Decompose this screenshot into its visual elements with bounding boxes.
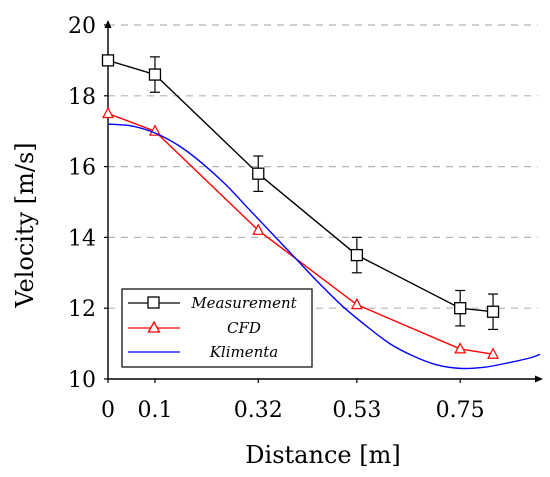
data-point-measurement [486, 305, 500, 318]
y-tick-label: 18 [68, 85, 96, 110]
series-group [101, 54, 541, 370]
legend-marker-measurement [147, 296, 160, 309]
x-tick-label: 0.1 [137, 398, 172, 423]
y-tick-label: 14 [68, 226, 96, 251]
data-point-cfd [102, 106, 114, 119]
y-tick-label: 12 [68, 297, 96, 322]
series-cfd [102, 106, 500, 359]
data-point-cfd [148, 124, 161, 136]
data-point-measurement [101, 54, 115, 67]
x-tick-label: 0.53 [332, 398, 381, 423]
data-point-measurement [252, 167, 265, 180]
y-tick-label: 10 [68, 368, 96, 393]
series-measurement [101, 54, 500, 331]
x-tick-label: 0.32 [234, 398, 283, 423]
x-axis-label: Distance [m] [245, 441, 400, 469]
series-line-klimenta [107, 123, 541, 370]
y-tick-label: 16 [68, 156, 96, 181]
legend: Measurement CFD Klimenta [121, 288, 313, 368]
data-point-cfd [350, 297, 363, 310]
data-point-measurement [454, 302, 467, 315]
y-axis-arrow [104, 20, 112, 28]
x-tick-label: 0.75 [436, 398, 485, 423]
grid-lines [108, 24, 538, 309]
x-tick-label: 0 [101, 398, 115, 423]
series-klimenta [107, 123, 541, 370]
legend-label-klimenta: Klimenta [209, 343, 279, 361]
y-tick-label: 20 [68, 14, 96, 39]
legend-label-measurement: Measurement [190, 294, 297, 312]
data-point-cfd [252, 223, 265, 235]
y-axis-label: Velocity [m/s] [11, 142, 39, 308]
series-line-cfd [107, 112, 494, 355]
tick-labels: 10 12 14 16 18 20 0 0.1 0.32 0.53 0.75 [68, 14, 485, 423]
data-point-measurement [148, 68, 162, 81]
x-axis-arrow [535, 375, 543, 383]
axes [104, 20, 543, 383]
data-point-cfd [454, 342, 467, 354]
series-line-measurement [107, 59, 494, 313]
data-point-cfd [487, 347, 500, 359]
legend-marker-cfd [147, 320, 161, 333]
data-point-measurement [350, 248, 364, 262]
legend-label-cfd: CFD [227, 319, 261, 337]
